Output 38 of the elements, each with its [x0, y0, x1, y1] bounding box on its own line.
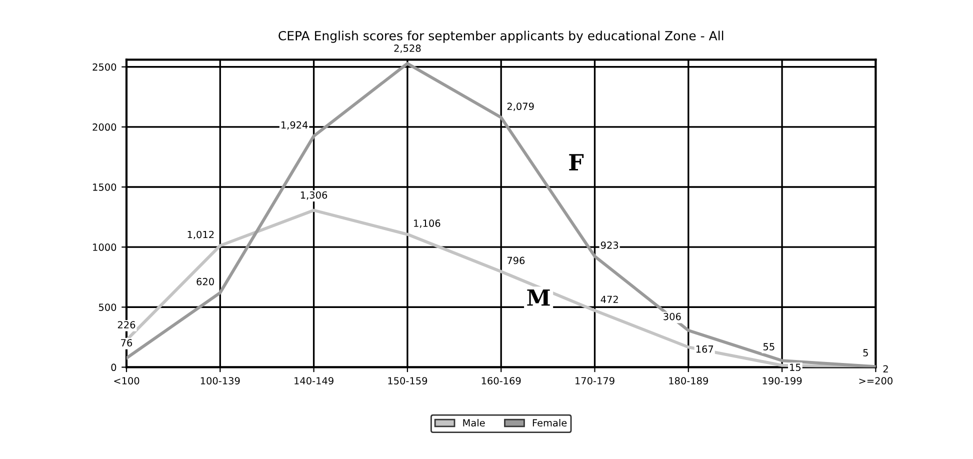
data-label: 796: [507, 256, 525, 264]
x-tick-label: 100-139: [200, 377, 240, 384]
y-tick-label: 1000: [93, 244, 116, 251]
data-label: 167: [696, 345, 714, 353]
data-label: 306: [664, 312, 681, 320]
y-tick-label: 500: [98, 304, 116, 311]
data-label: 55: [763, 343, 774, 350]
data-label: 76: [121, 339, 132, 346]
y-tick-label: 2500: [92, 63, 116, 71]
data-label: 2: [883, 365, 888, 372]
legend-label: Female: [532, 419, 567, 427]
annotation: M: [527, 289, 550, 306]
y-tick-label: 1500: [93, 183, 116, 191]
data-label: 472: [600, 296, 618, 303]
x-tick-label: 140-149: [294, 377, 334, 384]
x-tick-label: 190-199: [762, 377, 802, 384]
x-tick-label: >=200: [859, 377, 892, 384]
x-tick-label: 150-159: [388, 377, 428, 384]
data-label: 5: [863, 349, 868, 356]
data-label: 620: [196, 278, 214, 286]
data-label: 2,079: [507, 102, 534, 112]
data-label: 1,106: [414, 220, 440, 228]
data-label: 1,306: [300, 191, 328, 200]
y-tick-label: 0: [111, 364, 116, 372]
x-tick-label: <100: [114, 377, 140, 384]
x-tick-label: 170-179: [576, 377, 614, 384]
data-label: 2,528: [394, 44, 421, 53]
data-label: 923: [600, 242, 618, 249]
data-label: 1,924: [281, 121, 308, 130]
data-label: 15: [790, 364, 801, 371]
chart-title: CEPA English scores for september applicants by educational Zone - All: [278, 30, 724, 43]
legend-label: Male: [463, 419, 485, 427]
x-tick-label: 160-169: [482, 377, 521, 384]
data-label: 1,012: [188, 230, 214, 240]
x-tick-label: 180-189: [669, 377, 708, 384]
annotation: F: [569, 154, 584, 170]
y-tick-label: 2000: [92, 123, 116, 131]
data-label: 226: [118, 321, 136, 328]
